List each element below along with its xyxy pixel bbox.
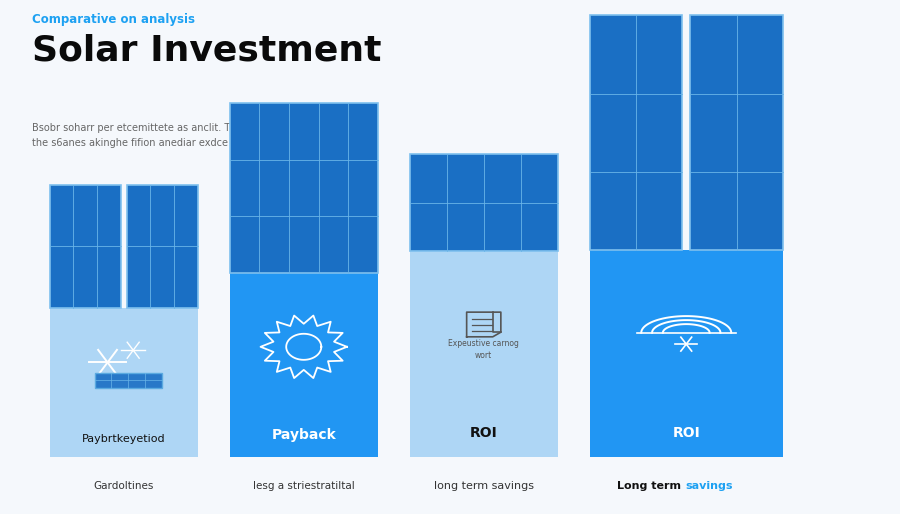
Text: Long term: Long term xyxy=(617,481,686,491)
FancyBboxPatch shape xyxy=(94,373,162,388)
Text: Paybrtkeyetiod: Paybrtkeyetiod xyxy=(82,434,166,445)
FancyBboxPatch shape xyxy=(230,103,378,273)
Text: long term savings: long term savings xyxy=(434,481,534,491)
Text: Expeustive carnog
wort: Expeustive carnog wort xyxy=(448,339,519,360)
FancyBboxPatch shape xyxy=(690,15,783,250)
Text: Bsobr soharr per etcemittete as anclit. Ttes orn saprdiuer
the s6anes akinghe fi: Bsobr soharr per etcemittete as anclit. … xyxy=(32,123,313,148)
FancyBboxPatch shape xyxy=(230,273,378,457)
Text: Long term savings: Long term savings xyxy=(628,481,744,491)
Text: lesg a striestratiltal: lesg a striestratiltal xyxy=(253,481,355,491)
Text: Payback: Payback xyxy=(272,428,336,443)
Text: savings: savings xyxy=(686,481,733,491)
Text: ROI: ROI xyxy=(672,426,700,439)
Text: Gardoltines: Gardoltines xyxy=(94,481,154,491)
Text: Solar Investment: Solar Investment xyxy=(32,33,381,67)
FancyBboxPatch shape xyxy=(410,251,558,457)
FancyBboxPatch shape xyxy=(590,15,682,250)
FancyBboxPatch shape xyxy=(50,185,121,307)
FancyBboxPatch shape xyxy=(127,185,198,307)
Text: Comparative on analysis: Comparative on analysis xyxy=(32,13,194,26)
FancyBboxPatch shape xyxy=(590,250,783,457)
FancyBboxPatch shape xyxy=(50,307,198,457)
FancyBboxPatch shape xyxy=(410,154,558,251)
Text: ROI: ROI xyxy=(470,426,498,439)
